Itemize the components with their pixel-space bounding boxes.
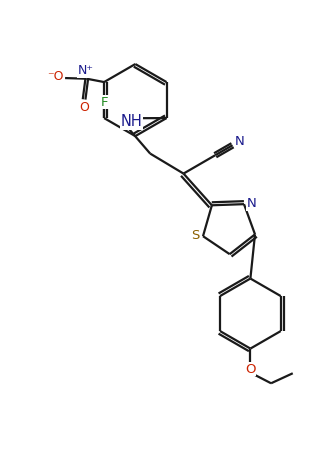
- Text: O: O: [245, 363, 256, 376]
- Text: N⁺: N⁺: [78, 64, 94, 77]
- Text: N: N: [234, 135, 244, 148]
- Text: S: S: [191, 229, 200, 242]
- Text: N: N: [246, 197, 256, 210]
- Text: F: F: [100, 96, 108, 109]
- Text: NH: NH: [121, 114, 142, 129]
- Text: O: O: [79, 101, 89, 114]
- Text: ⁻O: ⁻O: [47, 70, 64, 83]
